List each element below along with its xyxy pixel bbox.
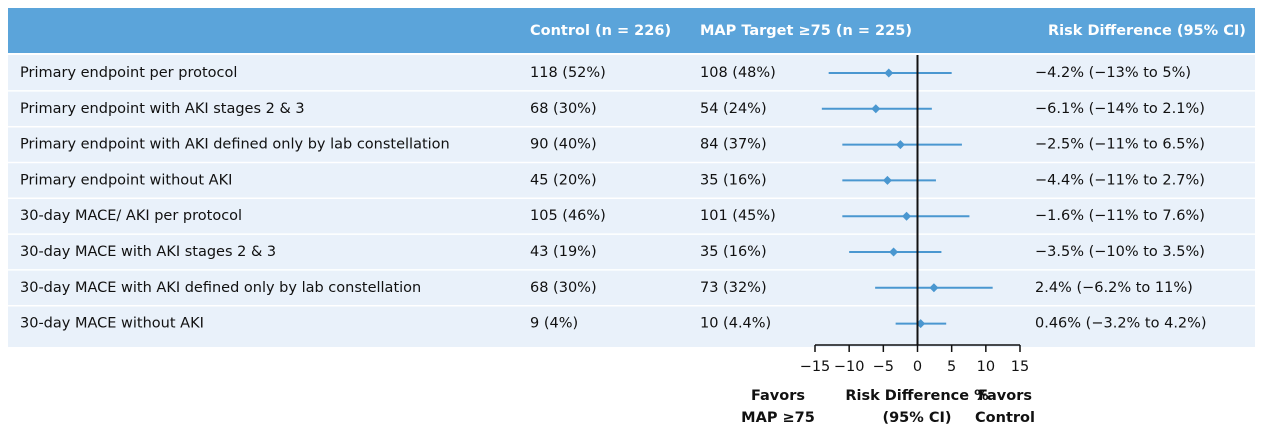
value-label: −3.5% (−10% to 3.5%) [1035,244,1205,260]
x-tick-label: 5 [947,359,956,375]
value-label: −6.1% (−14% to 2.1%) [1035,101,1205,117]
control-cell: 9 (4%) [530,316,578,332]
left-note: MAP ≥75 [741,410,815,426]
map-cell: 35 (16%) [700,244,767,260]
control-cell: 43 (19%) [530,244,597,260]
value-label: −2.5% (−11% to 6.5%) [1035,137,1205,153]
row-label: 30-day MACE with AKI stages 2 & 3 [20,244,276,260]
value-label: −1.6% (−11% to 7.6%) [1035,208,1205,224]
point-estimate [882,175,892,185]
row-label: 30-day MACE/ AKI per protocol [20,208,242,224]
x-tick-label: 10 [977,359,995,375]
column-header: MAP Target ≥75 (n = 225) [700,23,912,39]
map-cell: 101 (45%) [700,208,776,224]
control-cell: 68 (30%) [530,101,597,117]
column-header: Risk Difference (95% CI) [1048,23,1246,39]
value-label: 2.4% (−6.2% to 11%) [1035,280,1193,296]
column-header: Control (n = 226) [530,23,671,39]
x-tick-label: 15 [1011,359,1029,375]
map-cell: 54 (24%) [700,101,767,117]
row-label: Primary endpoint with AKI stages 2 & 3 [20,101,305,117]
x-tick-label: −15 [800,359,831,375]
control-cell: 105 (46%) [530,208,606,224]
point-estimate [895,140,905,150]
header-band [8,8,1255,53]
left-note: Favors [751,388,805,404]
row-label: Primary endpoint with AKI defined only b… [20,137,450,153]
point-estimate [902,211,912,221]
x-axis-label: (95% CI) [882,410,951,426]
right-note: Favors [978,388,1032,404]
control-cell: 68 (30%) [530,280,597,296]
row-label: Primary endpoint per protocol [20,65,237,81]
control-cell: 118 (52%) [530,65,606,81]
value-label: 0.46% (−3.2% to 4.2%) [1035,316,1207,332]
point-estimate [884,68,894,78]
body-band [8,55,1255,347]
map-cell: 35 (16%) [700,172,767,188]
control-cell: 90 (40%) [530,137,597,153]
map-cell: 108 (48%) [700,65,776,81]
value-label: −4.2% (−13% to 5%) [1035,65,1191,81]
x-tick-label: −5 [873,359,894,375]
control-cell: 45 (20%) [530,172,597,188]
row-label: 30-day MACE without AKI [20,316,204,332]
x-tick-label: −10 [834,359,865,375]
x-tick-label: 0 [913,359,922,375]
map-cell: 73 (32%) [700,280,767,296]
row-label: 30-day MACE with AKI defined only by lab… [20,280,421,296]
map-cell: 10 (4.4%) [700,316,771,332]
point-estimate [889,247,899,257]
right-note: Control [975,410,1035,426]
row-label: Primary endpoint without AKI [20,172,232,188]
map-cell: 84 (37%) [700,137,767,153]
x-axis-label: Risk Difference % [845,388,989,404]
value-label: −4.4% (−11% to 2.7%) [1035,172,1205,188]
point-estimate [929,283,939,293]
point-estimate [871,104,881,114]
